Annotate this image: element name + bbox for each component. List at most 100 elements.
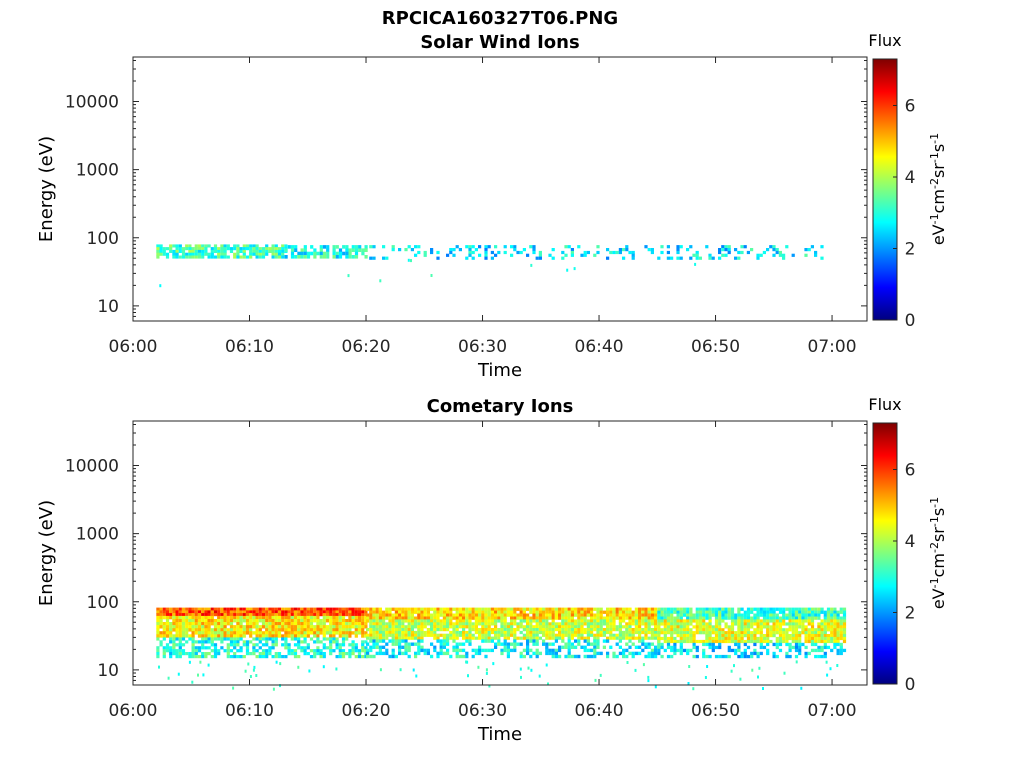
heatmap-cell xyxy=(606,625,610,629)
heatmap-cell xyxy=(322,652,326,656)
heatmap-cell xyxy=(695,625,699,629)
heatmap-cell xyxy=(319,625,323,629)
heatmap-cell xyxy=(714,636,719,641)
heatmap-cell xyxy=(718,619,722,623)
heatmap-cell xyxy=(586,642,590,646)
heatmap-cell xyxy=(181,634,186,638)
heatmap-cell xyxy=(724,253,728,257)
heatmap-cell xyxy=(628,610,632,614)
heatmap-cell xyxy=(836,613,840,617)
heatmap-cell xyxy=(519,616,523,620)
heatmap-cell xyxy=(245,244,250,248)
heatmap-cell xyxy=(217,607,221,611)
heatmap-cell xyxy=(532,625,536,629)
heatmap-cell xyxy=(223,615,227,620)
heatmap-cell xyxy=(807,610,811,614)
heatmap-cell xyxy=(566,268,569,272)
heatmap-cell xyxy=(217,610,221,614)
heatmap-cell xyxy=(335,255,339,259)
heatmap-cell xyxy=(303,640,307,644)
heatmap-cell xyxy=(670,634,674,638)
heatmap-cell xyxy=(407,625,411,629)
heatmap-cell xyxy=(385,616,389,620)
heatmap-cell xyxy=(471,654,475,659)
heatmap-cell xyxy=(279,684,281,688)
heatmap-cell xyxy=(775,645,779,650)
heatmap-cell xyxy=(628,619,632,623)
heatmap-cell xyxy=(287,619,291,623)
heatmap-cell xyxy=(506,622,510,626)
heatmap-cell xyxy=(175,619,179,623)
heatmap-cell xyxy=(782,253,786,257)
heatmap-cell xyxy=(650,248,654,252)
heatmap-cell xyxy=(817,628,821,632)
heatmap-cell xyxy=(378,648,382,653)
heatmap-cell xyxy=(281,244,285,248)
heatmap-cell xyxy=(229,637,234,641)
heatmap-cell xyxy=(487,628,491,632)
heatmap-cell xyxy=(484,625,488,629)
heatmap-cell xyxy=(382,256,386,260)
heatmap-cell xyxy=(724,616,728,620)
heatmap-cell xyxy=(558,616,562,620)
heatmap-cell xyxy=(836,636,840,641)
heatmap-cell xyxy=(718,631,722,635)
heatmap-cell xyxy=(401,628,405,632)
heatmap-cell xyxy=(335,646,339,650)
heatmap-cell xyxy=(478,622,482,626)
heatmap-cell xyxy=(810,636,815,641)
heatmap-cell xyxy=(506,654,510,659)
heatmap-cell xyxy=(740,634,744,638)
heatmap-cell xyxy=(730,639,735,644)
heatmap-cell xyxy=(730,616,735,620)
heatmap-cell xyxy=(488,684,491,688)
heatmap-cell xyxy=(233,613,237,617)
heatmap-cell xyxy=(329,619,333,623)
heatmap-cell xyxy=(284,619,288,623)
heatmap-cell xyxy=(178,615,182,620)
heatmap-cell xyxy=(178,631,182,635)
heatmap-cell xyxy=(197,249,202,253)
heatmap-cell xyxy=(766,248,770,252)
heatmap-cell xyxy=(293,631,298,635)
heatmap-cell xyxy=(474,648,478,653)
heatmap-cell xyxy=(663,622,667,626)
heatmap-cell xyxy=(791,625,795,629)
heatmap-cell xyxy=(823,651,827,656)
heatmap-cell xyxy=(682,607,687,611)
heatmap-cell xyxy=(705,622,709,626)
heatmap-cell xyxy=(236,628,240,632)
heatmap-cell xyxy=(654,630,658,635)
heatmap-cell xyxy=(791,622,795,626)
heatmap-cell xyxy=(500,622,504,626)
heatmap-cell xyxy=(348,619,352,623)
heatmap-cell xyxy=(798,610,802,614)
heatmap-cell xyxy=(462,622,466,626)
heatmap-cell xyxy=(647,675,650,679)
heatmap-cell xyxy=(561,256,565,260)
heatmap-cell xyxy=(631,633,635,637)
heatmap-cell xyxy=(570,625,574,629)
heatmap-cell xyxy=(766,619,770,623)
heatmap-cell xyxy=(329,613,333,617)
heatmap-cell xyxy=(478,613,482,617)
heatmap-cell xyxy=(842,634,847,638)
heatmap-cell xyxy=(564,613,568,617)
heatmap-cell xyxy=(782,610,786,614)
heatmap-cell xyxy=(252,252,256,256)
heatmap-cell xyxy=(265,607,269,611)
heatmap-cell xyxy=(255,252,259,256)
heatmap-cell xyxy=(580,619,584,623)
heatmap-cell xyxy=(188,619,192,623)
heatmap-cell xyxy=(666,631,671,635)
heatmap-cell xyxy=(714,645,719,650)
heatmap-cell xyxy=(213,625,218,629)
heatmap-cell xyxy=(737,625,741,629)
heatmap-cell xyxy=(364,613,368,617)
heatmap-cell xyxy=(210,619,214,623)
heatmap-cell xyxy=(172,607,176,611)
heatmap-cell xyxy=(606,654,610,659)
heatmap-cell xyxy=(778,628,783,632)
heatmap-cell xyxy=(634,610,638,614)
heatmap-cell xyxy=(676,619,680,623)
